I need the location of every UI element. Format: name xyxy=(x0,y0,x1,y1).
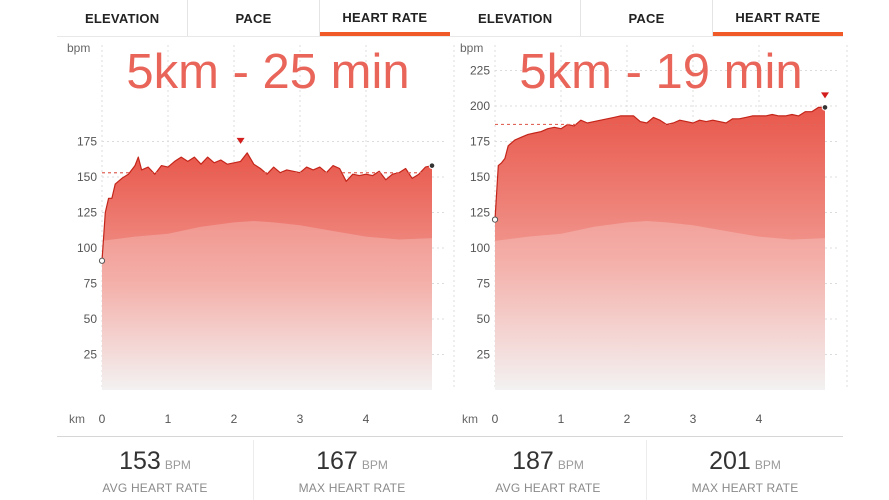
x-tick-label: 1 xyxy=(558,412,565,426)
tab-heart-rate[interactable]: HEART RATE xyxy=(712,0,843,36)
tab-pace[interactable]: PACE xyxy=(188,0,320,36)
y-tick-label: 50 xyxy=(84,312,98,326)
y-tick-label: 50 xyxy=(477,312,491,326)
start-point xyxy=(491,216,499,223)
y-tick-label: 75 xyxy=(477,277,491,291)
y-tick-label: 100 xyxy=(77,241,97,255)
avg-heart-rate-label: AVG HEART RATE xyxy=(102,481,208,495)
avg-heart-rate-unit: BPM xyxy=(164,458,191,472)
avg-heart-rate-stat: 153 BPM AVG HEART RATE xyxy=(57,440,253,500)
max-heart-rate-marker xyxy=(821,92,829,99)
heart-rate-area xyxy=(495,107,825,391)
heart-rate-chart: bpm 25 50 75 100 125 150 175 km 0 1 2 3 4 5km - 25 min xyxy=(67,41,455,426)
y-tick-label: 125 xyxy=(77,206,97,220)
overlay-title: 5km - 19 min xyxy=(519,45,802,99)
y-tick-label: 200 xyxy=(470,99,490,113)
max-heart-rate-label: MAX HEART RATE xyxy=(298,481,406,495)
y-tick-label: 75 xyxy=(84,277,98,291)
max-heart-rate-label: MAX HEART RATE xyxy=(691,481,799,495)
x-tick-label: 1 xyxy=(165,412,172,426)
y-tick-label: 100 xyxy=(470,241,490,255)
heart-rate-panel-right: ELEVATION PACE HEART RATE bpm 25 50 75 100 12… xyxy=(450,0,848,500)
elevation-silhouette xyxy=(495,221,825,390)
x-tick-label: 3 xyxy=(690,412,697,426)
heart-rate-chart: bpm 25 50 75 100 125 150 175 200 225 km 0 1 2 3 4 5km - … xyxy=(460,41,848,426)
summary-divider xyxy=(57,436,843,437)
max-heart-rate-marker xyxy=(236,137,245,144)
elevation-silhouette xyxy=(102,221,432,390)
heart-rate-summary: 153 BPM AVG HEART RATE 167 BPM MAX HEART… xyxy=(57,440,450,500)
avg-heart-rate-unit: BPM xyxy=(557,458,584,472)
tab-heart-rate[interactable]: HEART RATE xyxy=(319,0,450,36)
x-tick-label: 4 xyxy=(756,412,763,426)
max-heart-rate-value: 201 xyxy=(709,447,751,475)
avg-heart-rate-stat: 187 BPM AVG HEART RATE xyxy=(450,440,646,500)
end-point xyxy=(821,104,829,111)
x-tick-label: 0 xyxy=(99,412,106,426)
max-heart-rate-unit: BPM xyxy=(754,458,781,472)
tab-elevation[interactable]: ELEVATION xyxy=(450,0,582,36)
tab-elevation[interactable]: ELEVATION xyxy=(57,0,189,36)
tabs-divider xyxy=(57,36,450,37)
heart-rate-line xyxy=(494,106,825,220)
x-tick-label: 2 xyxy=(624,412,631,426)
y-axis-title: bpm xyxy=(460,41,483,55)
metric-tabs: ELEVATION PACE HEART RATE xyxy=(57,0,450,36)
max-heart-rate-stat: 201 BPM MAX HEART RATE xyxy=(646,440,843,500)
y-tick-label: 125 xyxy=(470,206,490,220)
y-tick-label: 225 xyxy=(470,64,490,78)
overlay-title: 5km - 25 min xyxy=(126,45,409,99)
start-point xyxy=(98,257,106,264)
y-tick-label: 150 xyxy=(77,170,97,184)
x-tick-label: 3 xyxy=(297,412,304,426)
x-axis-title: km xyxy=(69,412,85,426)
x-axis-title: km xyxy=(462,412,478,426)
metric-tabs: ELEVATION PACE HEART RATE xyxy=(450,0,843,36)
y-tick-label: 175 xyxy=(470,135,490,149)
y-tick-label: 25 xyxy=(84,348,98,362)
y-tick-label: 175 xyxy=(77,135,97,149)
heart-rate-panel-left: ELEVATION PACE HEART RATE bpm 25 50 75 100 12… xyxy=(57,0,455,500)
heart-rate-line xyxy=(101,152,433,261)
x-tick-label: 2 xyxy=(231,412,238,426)
y-tick-label: 150 xyxy=(470,170,490,184)
x-tick-label: 4 xyxy=(363,412,370,426)
avg-heart-rate-value: 187 xyxy=(512,447,554,475)
tab-pace[interactable]: PACE xyxy=(581,0,713,36)
max-heart-rate-value: 167 xyxy=(316,447,358,475)
tabs-divider xyxy=(450,36,843,37)
max-heart-rate-stat: 167 BPM MAX HEART RATE xyxy=(253,440,450,500)
x-tick-label: 0 xyxy=(492,412,499,426)
y-axis-title: bpm xyxy=(67,41,90,55)
end-point xyxy=(428,162,436,169)
max-heart-rate-unit: BPM xyxy=(361,458,388,472)
avg-heart-rate-value: 153 xyxy=(119,447,161,475)
y-tick-label: 25 xyxy=(477,348,491,362)
avg-heart-rate-label: AVG HEART RATE xyxy=(495,481,601,495)
heart-rate-summary: 187 BPM AVG HEART RATE 201 BPM MAX HEART… xyxy=(450,440,843,500)
heart-rate-area xyxy=(102,152,432,390)
